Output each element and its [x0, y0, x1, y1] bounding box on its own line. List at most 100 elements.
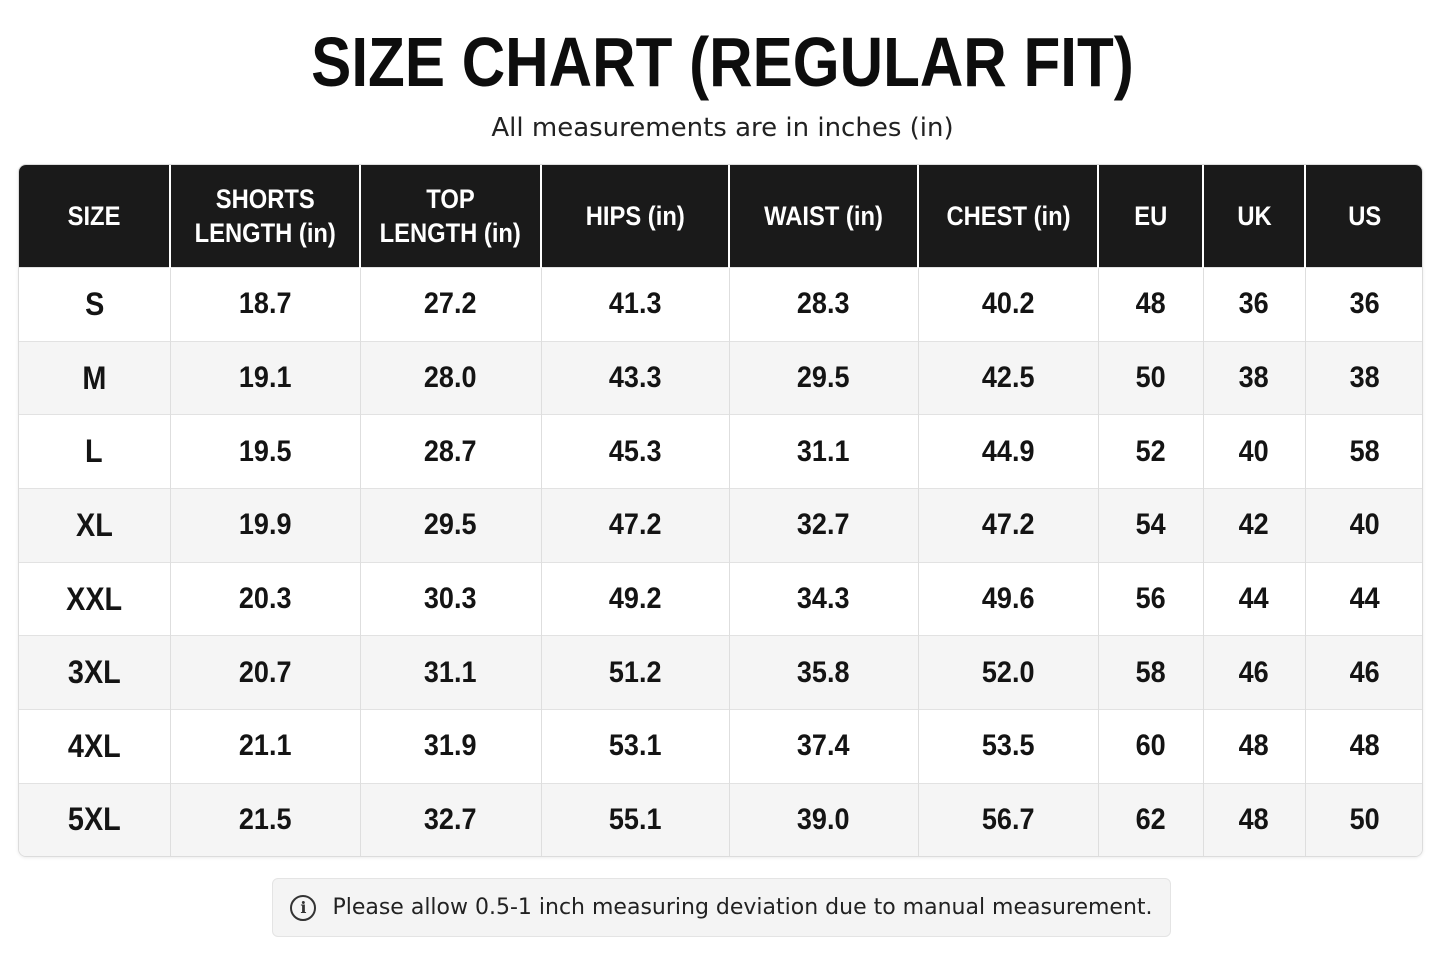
cell-top-length: 28.0: [359, 340, 541, 415]
cell-value: 30.3: [424, 582, 477, 616]
cell-value: 44: [1349, 582, 1380, 616]
cell-value: 39.0: [797, 802, 850, 836]
cell-value: 34.3: [797, 582, 850, 616]
cell-value: 27.2: [424, 287, 477, 321]
cell-value: 43.3: [608, 361, 662, 394]
column-header-shorts-length: SHORTS LENGTH (in): [169, 165, 360, 268]
cell-value: 46: [1238, 655, 1270, 689]
cell-value: 31.1: [424, 655, 477, 689]
cell-value: 20.3: [238, 582, 292, 616]
measurement-note: i Please allow 0.5-1 inch measuring devi…: [272, 878, 1171, 937]
cell-value: 50: [1349, 802, 1380, 836]
cell-value: 28.3: [797, 287, 850, 321]
cell-value: 46: [1349, 655, 1380, 689]
cell-value: 48: [1349, 729, 1380, 763]
cell-value: 35.8: [797, 655, 850, 689]
cell-value: 5XL: [67, 801, 121, 838]
cell-chest: 53.5: [917, 709, 1098, 784]
cell-value: 60: [1135, 729, 1166, 763]
page-title: SIZE CHART (REGULAR FIT): [311, 23, 1134, 101]
cell-eu: 52: [1097, 414, 1203, 489]
column-header-line: LENGTH (in): [379, 218, 522, 248]
cell-value: 4XL: [67, 727, 121, 764]
cell-chest: 49.6: [917, 561, 1098, 636]
cell-value: 53.1: [608, 729, 662, 763]
table-row: 3XL 20.7 31.1 51.2 35.8 52.0 58 46 46: [19, 635, 1422, 710]
cell-value: 62: [1135, 802, 1166, 836]
cell-waist: 39.0: [728, 782, 918, 856]
size-label-cell: 5XL: [19, 782, 170, 856]
table-row: 4XL 21.1 31.9 53.1 37.4 53.5 60 48 48: [19, 709, 1422, 784]
info-icon: i: [290, 894, 317, 921]
cell-value: 56.7: [981, 802, 1035, 836]
cell-value: 37.4: [797, 729, 850, 763]
column-header-top-length: TOP LENGTH (in): [359, 165, 541, 268]
cell-chest: 52.0: [917, 635, 1098, 710]
cell-value: 48: [1238, 729, 1270, 763]
cell-value: 58: [1135, 655, 1166, 689]
cell-value: 48: [1135, 287, 1166, 321]
cell-value: 21.1: [238, 729, 292, 763]
size-label-cell: 4XL: [19, 709, 170, 784]
column-header-us: US: [1304, 165, 1422, 268]
cell-value: 19.5: [238, 434, 292, 468]
cell-value: 42: [1238, 508, 1270, 542]
cell-value: 40.2: [981, 287, 1035, 321]
column-header-line: LENGTH (in): [194, 218, 336, 248]
table-row: 5XL 21.5 32.7 55.1 39.0 56.7 62 48 50: [19, 782, 1422, 856]
cell-value: 20.7: [238, 655, 292, 689]
cell-eu: 56: [1097, 561, 1203, 636]
cell-top-length: 27.2: [359, 267, 541, 342]
cell-hips: 49.2: [540, 561, 729, 636]
table-row: L 19.5 28.7 45.3 31.1 44.9 52 40 58: [19, 414, 1422, 489]
cell-us: 38: [1304, 340, 1422, 415]
cell-uk: 40: [1202, 414, 1305, 489]
cell-value: 42.5: [981, 361, 1035, 394]
table-row: S 18.7 27.2 41.3 28.3 40.2 48 36 36: [19, 267, 1422, 342]
cell-value: XXL: [66, 580, 123, 617]
cell-value: 40: [1349, 508, 1380, 542]
cell-uk: 48: [1202, 709, 1305, 784]
cell-value: 41.3: [608, 287, 662, 321]
cell-us: 50: [1304, 782, 1422, 856]
cell-value: 19.1: [238, 361, 292, 394]
cell-shorts-length: 20.7: [169, 635, 360, 710]
cell-value: 49.2: [608, 582, 662, 616]
cell-hips: 53.1: [540, 709, 729, 784]
column-header-line: HIPS (in): [585, 201, 685, 231]
cell-eu: 50: [1097, 340, 1203, 415]
cell-value: 29.5: [797, 361, 850, 394]
cell-value: 51.2: [608, 655, 662, 689]
cell-us: 36: [1304, 267, 1422, 342]
cell-us: 44: [1304, 561, 1422, 636]
cell-chest: 56.7: [917, 782, 1098, 856]
cell-eu: 48: [1097, 267, 1203, 342]
size-label-cell: L: [19, 414, 170, 489]
cell-shorts-length: 19.5: [169, 414, 360, 489]
column-header-line: WAIST (in): [764, 201, 883, 231]
cell-uk: 44: [1202, 561, 1305, 636]
cell-hips: 51.2: [540, 635, 729, 710]
cell-value: 21.5: [238, 802, 292, 836]
cell-value: 18.7: [238, 287, 292, 321]
cell-value: 53.5: [981, 729, 1035, 763]
column-header-line: SHORTS: [215, 184, 315, 214]
cell-chest: 42.5: [917, 340, 1098, 415]
cell-value: 40: [1238, 434, 1270, 468]
cell-value: XL: [75, 506, 113, 543]
cell-waist: 29.5: [728, 340, 918, 415]
cell-chest: 44.9: [917, 414, 1098, 489]
cell-hips: 47.2: [540, 488, 729, 563]
cell-chest: 47.2: [917, 488, 1098, 563]
column-header-eu: EU: [1097, 165, 1203, 268]
cell-value: 55.1: [608, 802, 662, 836]
cell-waist: 37.4: [728, 709, 918, 784]
cell-value: 3XL: [67, 654, 121, 691]
cell-shorts-length: 21.5: [169, 782, 360, 856]
cell-top-length: 31.1: [359, 635, 541, 710]
cell-value: 32.7: [424, 802, 477, 836]
cell-value: 44.9: [981, 434, 1035, 468]
cell-uk: 46: [1202, 635, 1305, 710]
cell-value: 28.0: [424, 361, 477, 394]
cell-hips: 43.3: [540, 340, 729, 415]
